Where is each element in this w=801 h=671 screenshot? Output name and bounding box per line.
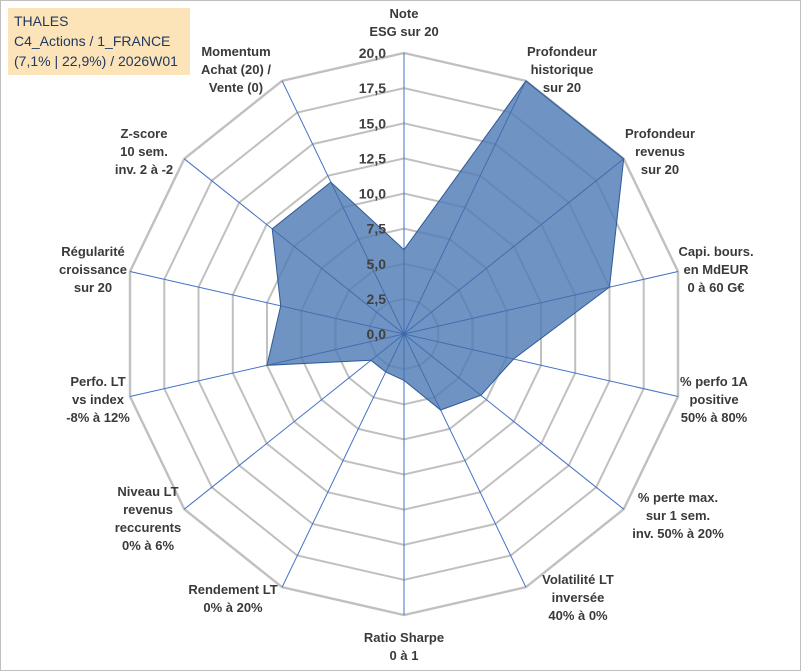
series-point-5 xyxy=(403,333,482,396)
axis-label-0: Note ESG sur 20 xyxy=(369,6,438,39)
series-point-9 xyxy=(370,333,405,361)
info-category: C4_Actions / 1_FRANCE xyxy=(14,33,171,49)
axis-spoke-9 xyxy=(183,333,405,510)
axis-label-9: Niveau LT revenus reccurents 0% à 6% xyxy=(115,484,181,553)
series-layer xyxy=(266,80,625,411)
series-point-1 xyxy=(403,80,527,335)
series-point-2 xyxy=(403,158,624,335)
tick-label: 12,5 xyxy=(359,150,386,166)
axis-label-5: % perte max. sur 1 sem. inv. 50% à 20% xyxy=(632,490,724,541)
series-point-3 xyxy=(403,286,610,335)
info-period: (7,1% | 22,9%) / 2026W01 xyxy=(14,53,178,69)
series-point-11 xyxy=(280,305,405,335)
series-point-6 xyxy=(403,333,441,411)
label-layer: Note ESG sur 20 Profondeur historique sur 20… xyxy=(59,6,754,663)
series-point-12 xyxy=(271,228,405,335)
axis-spoke-8 xyxy=(281,333,405,588)
axis-label-4: % perfo 1A positive 50% à 80% xyxy=(680,374,749,425)
series-point-13 xyxy=(330,181,405,335)
axis-label-1: Profondeur historique sur 20 xyxy=(527,44,597,95)
axis-label-6: Volatilité LT inversée 40% à 0% xyxy=(542,572,614,623)
series-point-4 xyxy=(403,333,514,360)
axis-label-2: Profondeur revenus sur 20 xyxy=(625,126,695,177)
tick-label: 0,0 xyxy=(367,326,387,342)
axis-label-11: Régularité croissance sur 20 xyxy=(59,244,127,295)
tick-label: 7,5 xyxy=(367,221,387,237)
series-point-8 xyxy=(385,333,405,373)
info-box: THALES C4_Actions / 1_FRANCE (7,1% | 22,… xyxy=(8,8,190,75)
tick-label: 15,0 xyxy=(359,115,386,131)
tick-label: 20,0 xyxy=(359,45,386,61)
tick-label: 17,5 xyxy=(359,80,386,96)
tick-layer: 0,0 2,5 5,0 7,5 10,0 12,5 15,0 17,5 20,0 xyxy=(359,45,386,342)
axis-label-10: Perfo. LT vs index -8% à 12% xyxy=(66,374,130,425)
axis-label-3: Capi. bours. en MdEUR 0 à 60 G€ xyxy=(678,244,753,295)
series-point-10 xyxy=(266,333,405,366)
axis-label-13: Momentum Achat (20) / Vente (0) xyxy=(201,44,271,95)
axis-label-8: Rendement LT 0% à 20% xyxy=(188,582,277,615)
axis-label-12: Z-score 10 sem. inv. 2 à -2 xyxy=(115,126,173,177)
tick-label: 2,5 xyxy=(367,291,387,307)
tick-label: 5,0 xyxy=(367,256,387,272)
info-title: THALES xyxy=(14,13,69,29)
axis-label-7: Ratio Sharpe 0 à 1 xyxy=(364,630,444,663)
tick-label: 10,0 xyxy=(359,186,386,202)
series-area xyxy=(266,80,625,411)
